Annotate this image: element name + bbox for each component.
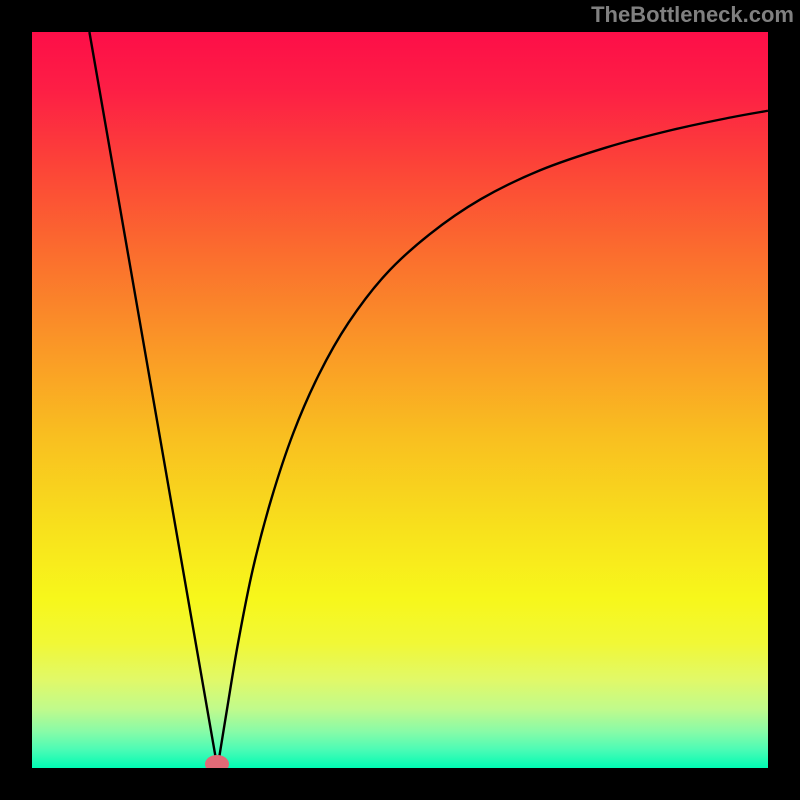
chart-frame: TheBottleneck.com	[0, 0, 800, 800]
plot-border	[0, 0, 800, 800]
watermark-text: TheBottleneck.com	[591, 0, 800, 28]
